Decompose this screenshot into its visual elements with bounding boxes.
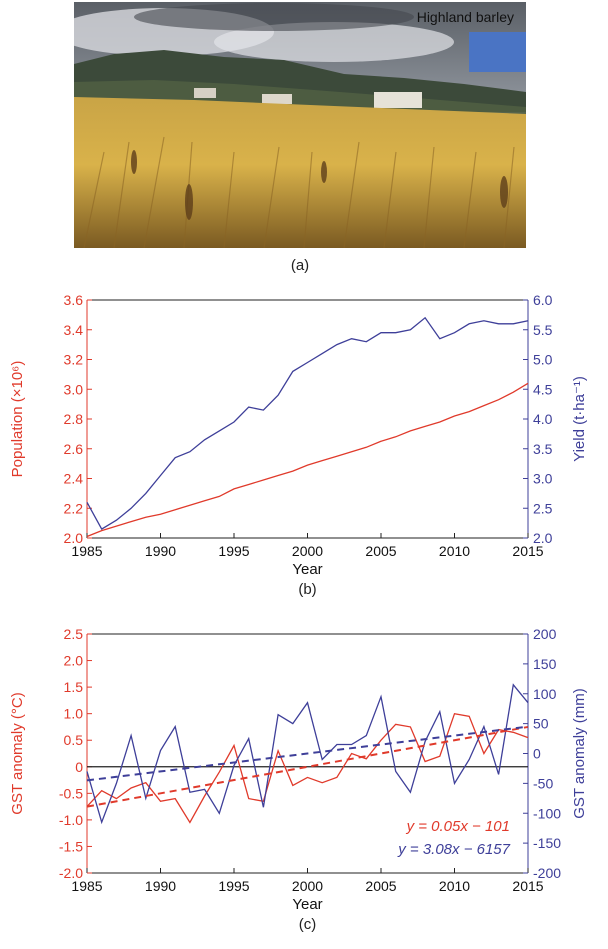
series-left-line bbox=[86, 712, 529, 824]
y-left-tick-label: 2.8 bbox=[64, 411, 84, 427]
y-right-axis-label: Yield (t·ha⁻¹) bbox=[571, 376, 588, 462]
x-tick-label: 1990 bbox=[145, 878, 176, 894]
y-left-tick-label: 3.4 bbox=[64, 322, 84, 338]
photo-caption: Highland barley bbox=[417, 9, 514, 25]
panel-label: (b) bbox=[298, 581, 316, 598]
trendline-left bbox=[86, 725, 529, 808]
highland-barley-photo: Highland barley bbox=[74, 2, 526, 248]
y-right-tick-label: 5.0 bbox=[533, 352, 553, 368]
x-tick-label: 2005 bbox=[365, 543, 396, 559]
y-right-tick-label: 3.5 bbox=[533, 441, 553, 457]
series-left-line bbox=[86, 382, 529, 538]
y-left-tick-label: 3.0 bbox=[64, 381, 84, 397]
y-right-tick-label: -150 bbox=[533, 835, 561, 851]
y-left-tick-label: -0.5 bbox=[59, 785, 83, 801]
y-right-tick-label: 200 bbox=[533, 626, 557, 642]
y-left-tick-label: 3.2 bbox=[64, 352, 84, 368]
x-tick-label: 2015 bbox=[512, 543, 543, 559]
x-tick-label: 2005 bbox=[365, 878, 396, 894]
y-left-tick-label: -1.5 bbox=[59, 838, 83, 854]
y-left-tick-label: 2.5 bbox=[64, 626, 84, 642]
x-tick-label: 2010 bbox=[439, 878, 470, 894]
y-right-tick-label: 4.0 bbox=[533, 411, 553, 427]
chart-c: 1985 1990 1995 2000 2005 2010 2015-2.0-1.5-1.0… bbox=[9, 626, 588, 933]
x-tick-label: 1995 bbox=[218, 878, 249, 894]
y-left-tick-label: 0.5 bbox=[64, 732, 84, 748]
x-tick-label: 2000 bbox=[292, 543, 323, 559]
x-tick-label: 1990 bbox=[145, 543, 176, 559]
building bbox=[374, 92, 422, 108]
x-tick-label: 1985 bbox=[71, 543, 102, 559]
x-tick-label: 2010 bbox=[439, 543, 470, 559]
panel-label: (c) bbox=[299, 916, 317, 933]
y-right-tick-label: -100 bbox=[533, 805, 561, 821]
y-right-tick-label: 5.5 bbox=[533, 322, 553, 338]
y-right-tick-label: 2.5 bbox=[533, 500, 553, 516]
x-tick-label: 1985 bbox=[71, 878, 102, 894]
y-left-axis-label: GST anomaly (°C) bbox=[9, 692, 26, 814]
y-right-tick-label: 6.0 bbox=[533, 292, 553, 308]
y-right-tick-label: -50 bbox=[533, 775, 553, 791]
x-axis-label: Year bbox=[292, 561, 322, 578]
y-left-tick-label: 2.0 bbox=[64, 653, 84, 669]
x-axis-label: Year bbox=[292, 896, 322, 913]
series-right-line bbox=[86, 683, 529, 825]
barley-field bbox=[74, 97, 526, 248]
y-right-tick-label: 100 bbox=[533, 686, 557, 702]
x-tick-label: 2000 bbox=[292, 878, 323, 894]
x-tick-label: 1995 bbox=[218, 543, 249, 559]
y-left-axis-label: Population (×10⁶) bbox=[9, 361, 26, 478]
y-left-tick-label: 2.2 bbox=[64, 500, 84, 516]
y-left-tick-label: 0 bbox=[75, 759, 83, 775]
trend-equation-left: y = 0.05x − 101 bbox=[406, 818, 510, 835]
y-left-tick-label: -1.0 bbox=[59, 812, 83, 828]
trend-equation-right: y = 3.08x − 6157 bbox=[397, 841, 510, 858]
panel-label-a: (a) bbox=[290, 257, 310, 274]
y-right-tick-label: 150 bbox=[533, 656, 557, 672]
y-left-tick-label: 3.6 bbox=[64, 292, 84, 308]
y-left-tick-label: 2.0 bbox=[64, 530, 84, 546]
y-left-tick-label: 2.4 bbox=[64, 471, 84, 487]
y-left-tick-label: 1.5 bbox=[64, 679, 84, 695]
y-left-tick-label: 1.0 bbox=[64, 706, 84, 722]
y-right-tick-label: 4.5 bbox=[533, 381, 553, 397]
y-left-tick-label: -2.0 bbox=[59, 865, 83, 881]
y-right-tick-label: 2.0 bbox=[533, 530, 553, 546]
chart-b: 1985 1990 1995 2000 2005 2010 20152.02.22.42.6… bbox=[9, 292, 588, 598]
y-right-axis-label: GST anomaly (mm) bbox=[571, 688, 588, 819]
y-right-tick-label: 3.0 bbox=[533, 471, 553, 487]
y-right-tick-label: 50 bbox=[533, 716, 549, 732]
trendline-right bbox=[86, 725, 529, 782]
y-left-tick-label: 2.6 bbox=[64, 441, 84, 457]
y-right-tick-label: 0 bbox=[533, 746, 541, 762]
x-tick-label: 2015 bbox=[512, 878, 543, 894]
y-right-tick-label: -200 bbox=[533, 865, 561, 881]
blue-sky-patch bbox=[469, 32, 526, 72]
series-right-line bbox=[86, 316, 529, 531]
